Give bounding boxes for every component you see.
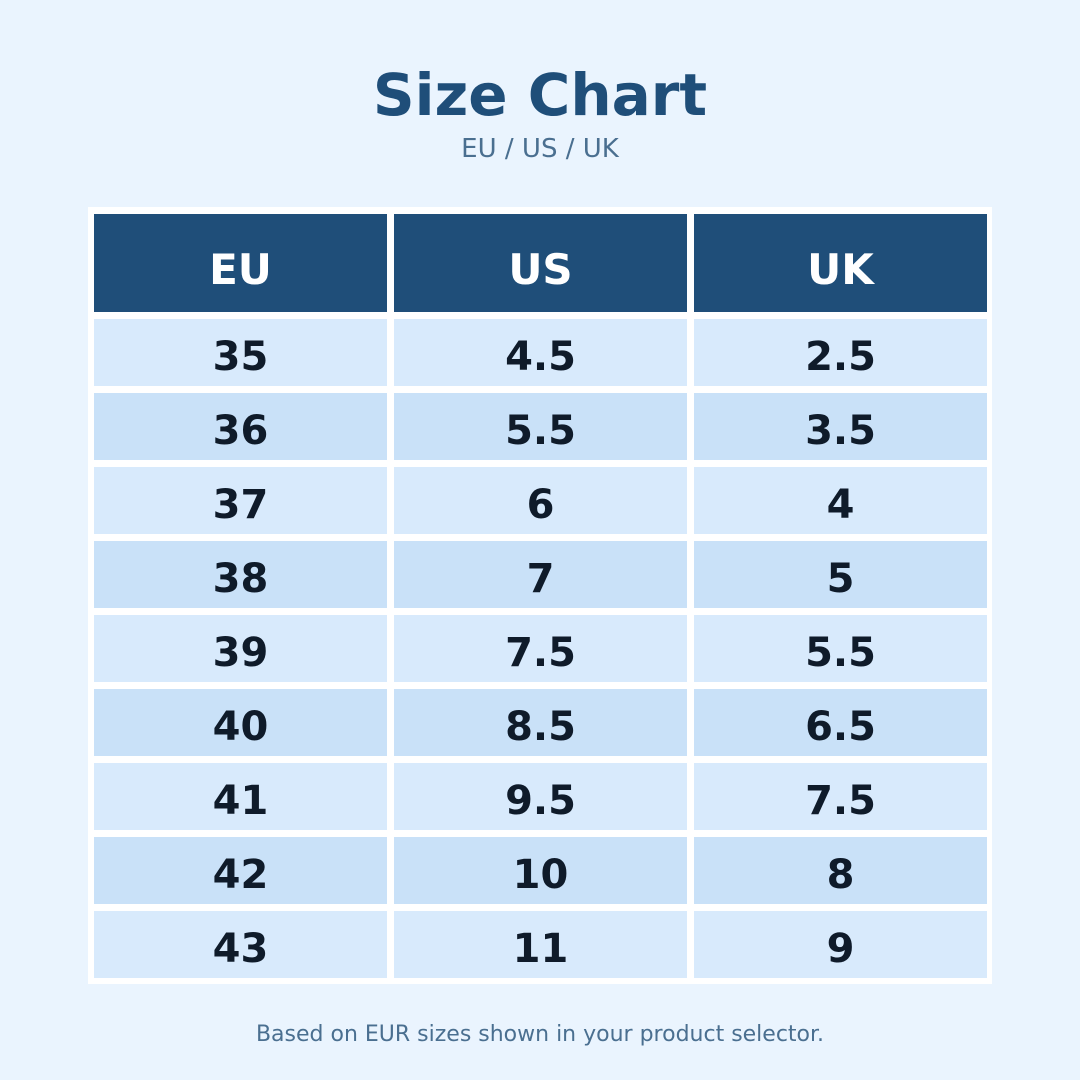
footer-note: Based on EUR sizes shown in your product… [255,1022,825,1047]
table-cell: 4.5 [394,319,687,386]
title: Size Chart [372,61,708,129]
table-cell: 11 [394,911,687,978]
table-cell: 9.5 [394,763,687,830]
table-cell: 36 [94,393,387,460]
table-cell: 9 [694,911,987,978]
table-cell: 38 [94,541,387,608]
table-cell: 42 [94,837,387,904]
table-cell: 2.5 [694,319,987,386]
table-cell: 4 [694,467,987,534]
subtitle: EU / US / UK [461,134,619,164]
table-cell: 7 [394,541,687,608]
column-header: UK [694,214,987,312]
table-cell: 8 [694,837,987,904]
table-cell: 6.5 [694,689,987,756]
table-cell: 41 [94,763,387,830]
table-cell: 40 [94,689,387,756]
table-cell: 37 [94,467,387,534]
column-header: US [394,214,687,312]
table-cell: 43 [94,911,387,978]
table-cell: 7.5 [694,763,987,830]
table-cell: 5.5 [694,615,987,682]
table-cell: 39 [94,615,387,682]
table-cell: 10 [394,837,687,904]
column-header: EU [94,214,387,312]
table-cell: 8.5 [394,689,687,756]
table-cell: 7.5 [394,615,687,682]
size-table: EU US UK 35 4.5 2.5 36 5.5 3.5 37 6 4 38 7 5 39 7.5 5.5 40… [88,207,992,984]
table-cell: 5 [694,541,987,608]
table-cell: 35 [94,319,387,386]
table-cell: 5.5 [394,393,687,460]
table-cell: 3.5 [694,393,987,460]
table-cell: 6 [394,467,687,534]
